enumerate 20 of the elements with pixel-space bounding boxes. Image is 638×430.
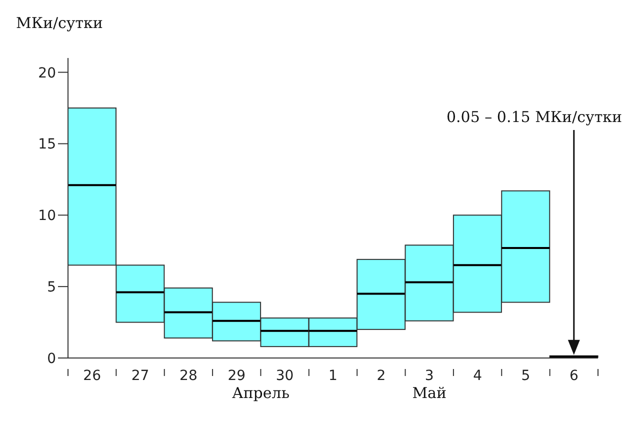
- x-tick-label: 3: [424, 368, 434, 384]
- x-tick-label: 30: [276, 368, 294, 384]
- y-axis-title: МКи/сутки: [16, 14, 103, 32]
- y-tick-label: 5: [47, 280, 56, 296]
- x-tick-label: 4: [473, 368, 482, 384]
- text: Апрель: [232, 384, 290, 402]
- y-tick-label: 0: [47, 350, 56, 367]
- y-tick-label: 15: [38, 136, 56, 153]
- x-tick-label: 27: [131, 368, 150, 384]
- y-tick-label: 10: [38, 208, 56, 224]
- annotation: 0.05 – 0.15 МКи/сутки: [446, 108, 622, 126]
- x-tick-label: 5: [521, 368, 530, 384]
- text: Май: [412, 384, 447, 402]
- x-tick-label: 26: [83, 368, 102, 384]
- x-tick-label: 6: [569, 368, 578, 384]
- y-tick-label: 20: [38, 65, 56, 82]
- x-tick-label: 28: [180, 368, 198, 384]
- x-tick-label: 1: [328, 368, 338, 384]
- x-tick-label: 2: [376, 368, 386, 384]
- x-tick-label: 29: [228, 368, 246, 384]
